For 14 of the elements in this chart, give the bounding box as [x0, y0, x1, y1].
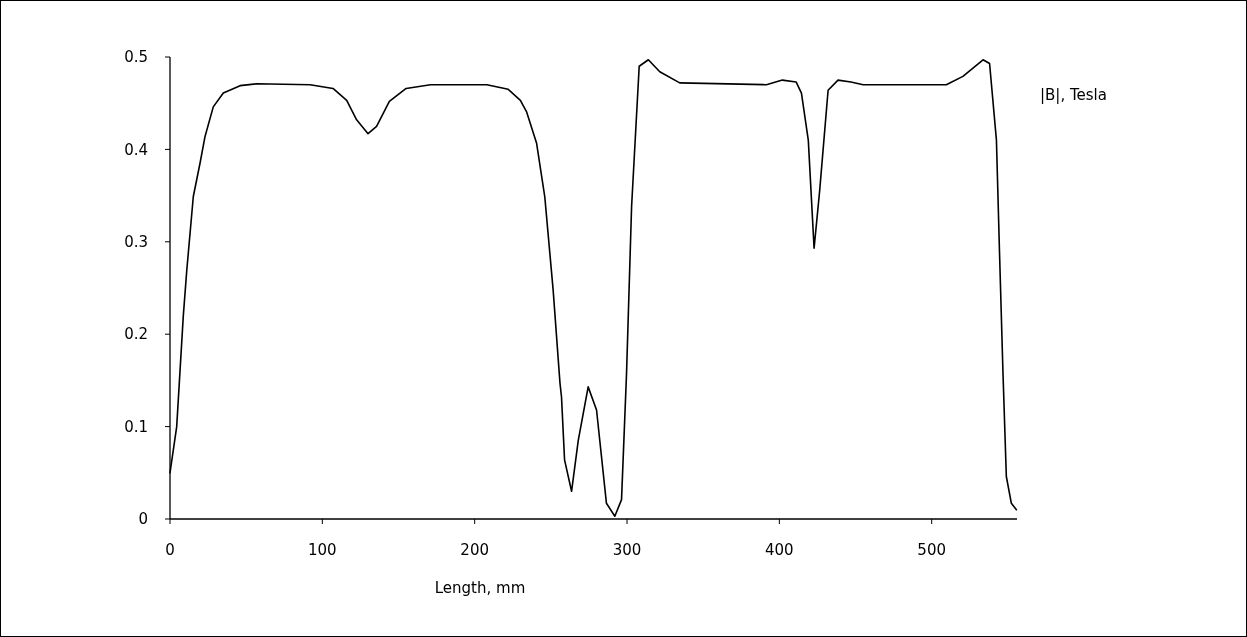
y-tick-label: 0: [138, 510, 148, 529]
text: |B|, Tesla: [1040, 86, 1107, 104]
x-tick-label: 200: [460, 541, 489, 559]
x-tick-label: 400: [765, 541, 794, 559]
y-tick-label: 0.2: [124, 325, 148, 344]
y-tick-label: 0.4: [124, 140, 148, 159]
y-tick-label: 0.5: [124, 48, 148, 67]
y-tick-label: 0.3: [124, 233, 148, 252]
x-tick-label: 0: [165, 541, 175, 559]
x-tick-label: 100: [308, 541, 337, 559]
y-tick-label: 0.1: [124, 417, 148, 436]
x-tick-label: 500: [917, 541, 947, 559]
x-axis-title: Length, mm: [434, 579, 526, 597]
x-tick-label: 300: [612, 541, 642, 559]
